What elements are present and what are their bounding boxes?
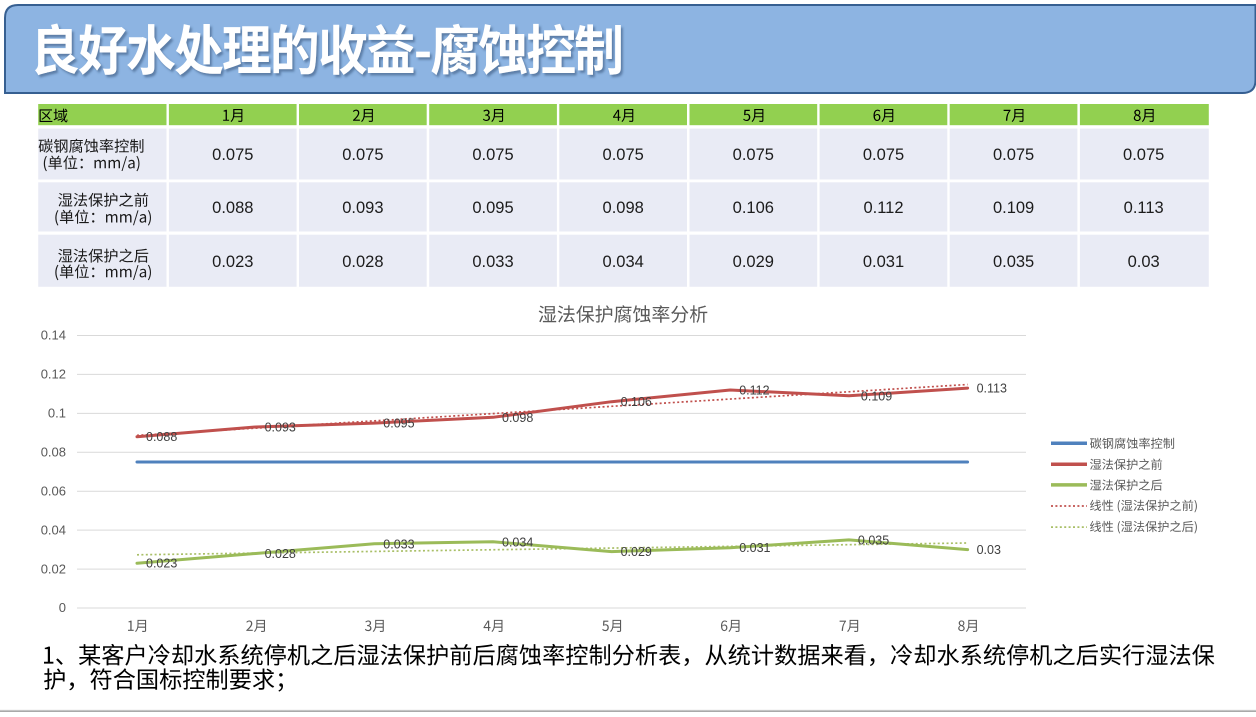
svg-text:0.04: 0.04	[41, 522, 66, 537]
svg-text:0.093: 0.093	[342, 199, 383, 217]
svg-text:0.02: 0.02	[41, 561, 66, 576]
svg-text:0.075: 0.075	[733, 146, 774, 164]
svg-text:0.03: 0.03	[977, 543, 1001, 557]
svg-text:0.113: 0.113	[977, 382, 1007, 396]
svg-text:0.029: 0.029	[621, 545, 652, 559]
svg-text:0.034: 0.034	[603, 253, 644, 271]
svg-text:0.035: 0.035	[993, 253, 1034, 271]
svg-text:0.075: 0.075	[342, 146, 383, 164]
svg-text:0.095: 0.095	[472, 199, 513, 217]
svg-text:0.033: 0.033	[472, 253, 513, 271]
svg-text:0.109: 0.109	[993, 199, 1034, 217]
svg-text:0.028: 0.028	[265, 547, 296, 561]
svg-text:0.12: 0.12	[41, 367, 66, 382]
svg-text:0.095: 0.095	[383, 417, 414, 431]
svg-text:0.112: 0.112	[739, 384, 769, 398]
svg-text:0.088: 0.088	[146, 430, 177, 444]
svg-text:0.08: 0.08	[41, 445, 66, 460]
svg-text:0.023: 0.023	[212, 253, 253, 271]
svg-text:0.075: 0.075	[472, 146, 513, 164]
svg-text:0.1: 0.1	[48, 406, 66, 421]
svg-text:0.033: 0.033	[383, 537, 414, 551]
svg-text:0.14: 0.14	[41, 328, 66, 343]
svg-text:0.035: 0.035	[858, 533, 889, 547]
svg-text:0.075: 0.075	[863, 146, 904, 164]
svg-text:0.034: 0.034	[502, 535, 533, 549]
svg-text:0.106: 0.106	[733, 199, 774, 217]
svg-text:0.098: 0.098	[502, 411, 533, 425]
svg-text:0.075: 0.075	[212, 146, 253, 164]
svg-text:0.112: 0.112	[863, 199, 903, 217]
svg-text:0.093: 0.093	[265, 421, 296, 435]
svg-text:0.03: 0.03	[1128, 253, 1160, 271]
svg-text:0: 0	[59, 600, 66, 615]
svg-text:0.109: 0.109	[861, 389, 892, 403]
svg-text:0.06: 0.06	[41, 483, 66, 498]
svg-text:0.075: 0.075	[603, 146, 644, 164]
svg-text:0.031: 0.031	[739, 541, 770, 555]
svg-text:0.098: 0.098	[603, 199, 644, 217]
svg-text:0.028: 0.028	[342, 253, 383, 271]
svg-text:0.075: 0.075	[1123, 146, 1164, 164]
svg-text:0.088: 0.088	[212, 199, 253, 217]
svg-text:0.031: 0.031	[863, 253, 904, 271]
svg-text:0.113: 0.113	[1124, 199, 1164, 217]
svg-text:0.029: 0.029	[733, 253, 774, 271]
svg-text:0.075: 0.075	[993, 146, 1034, 164]
svg-text:0.106: 0.106	[621, 395, 652, 409]
svg-text:0.023: 0.023	[146, 557, 177, 571]
